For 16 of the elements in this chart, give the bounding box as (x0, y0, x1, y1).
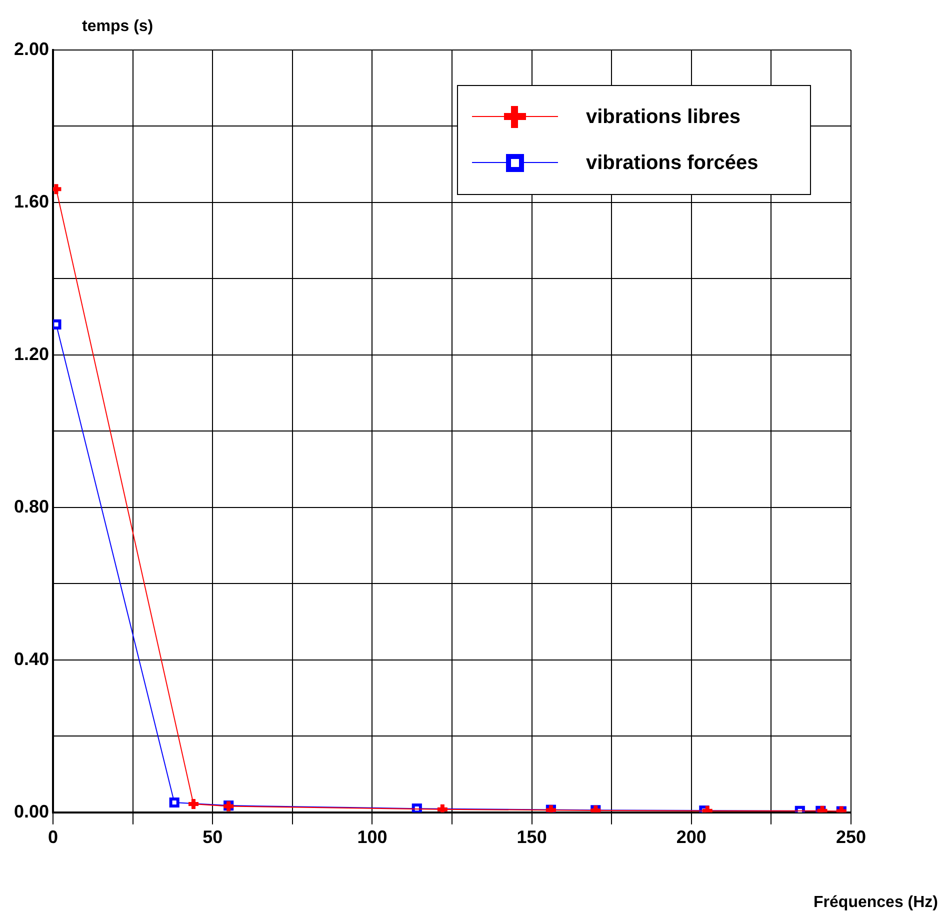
x-tick-label: 50 (202, 827, 223, 848)
legend-label: vibrations forcées (586, 152, 758, 174)
x-tick-label: 250 (836, 827, 866, 848)
y-tick-label: 2.00 (14, 38, 50, 59)
x-tick-label: 150 (516, 827, 547, 848)
x-axis-title: Fréquences (Hz) (814, 894, 938, 911)
x-tick-label: 100 (357, 827, 388, 848)
y-tick-label: 0.80 (14, 496, 50, 516)
y-axis-title: temps (s) (82, 18, 154, 35)
x-tick-label: 200 (676, 827, 706, 848)
y-tick-label: 0.00 (14, 801, 50, 822)
x-tick-label: 0 (48, 827, 58, 848)
y-tick-label: 1.20 (14, 344, 50, 364)
y-tick-label: 1.60 (14, 191, 50, 212)
legend-label: vibrations libres (586, 106, 740, 128)
y-tick-label: 0.40 (14, 648, 50, 669)
